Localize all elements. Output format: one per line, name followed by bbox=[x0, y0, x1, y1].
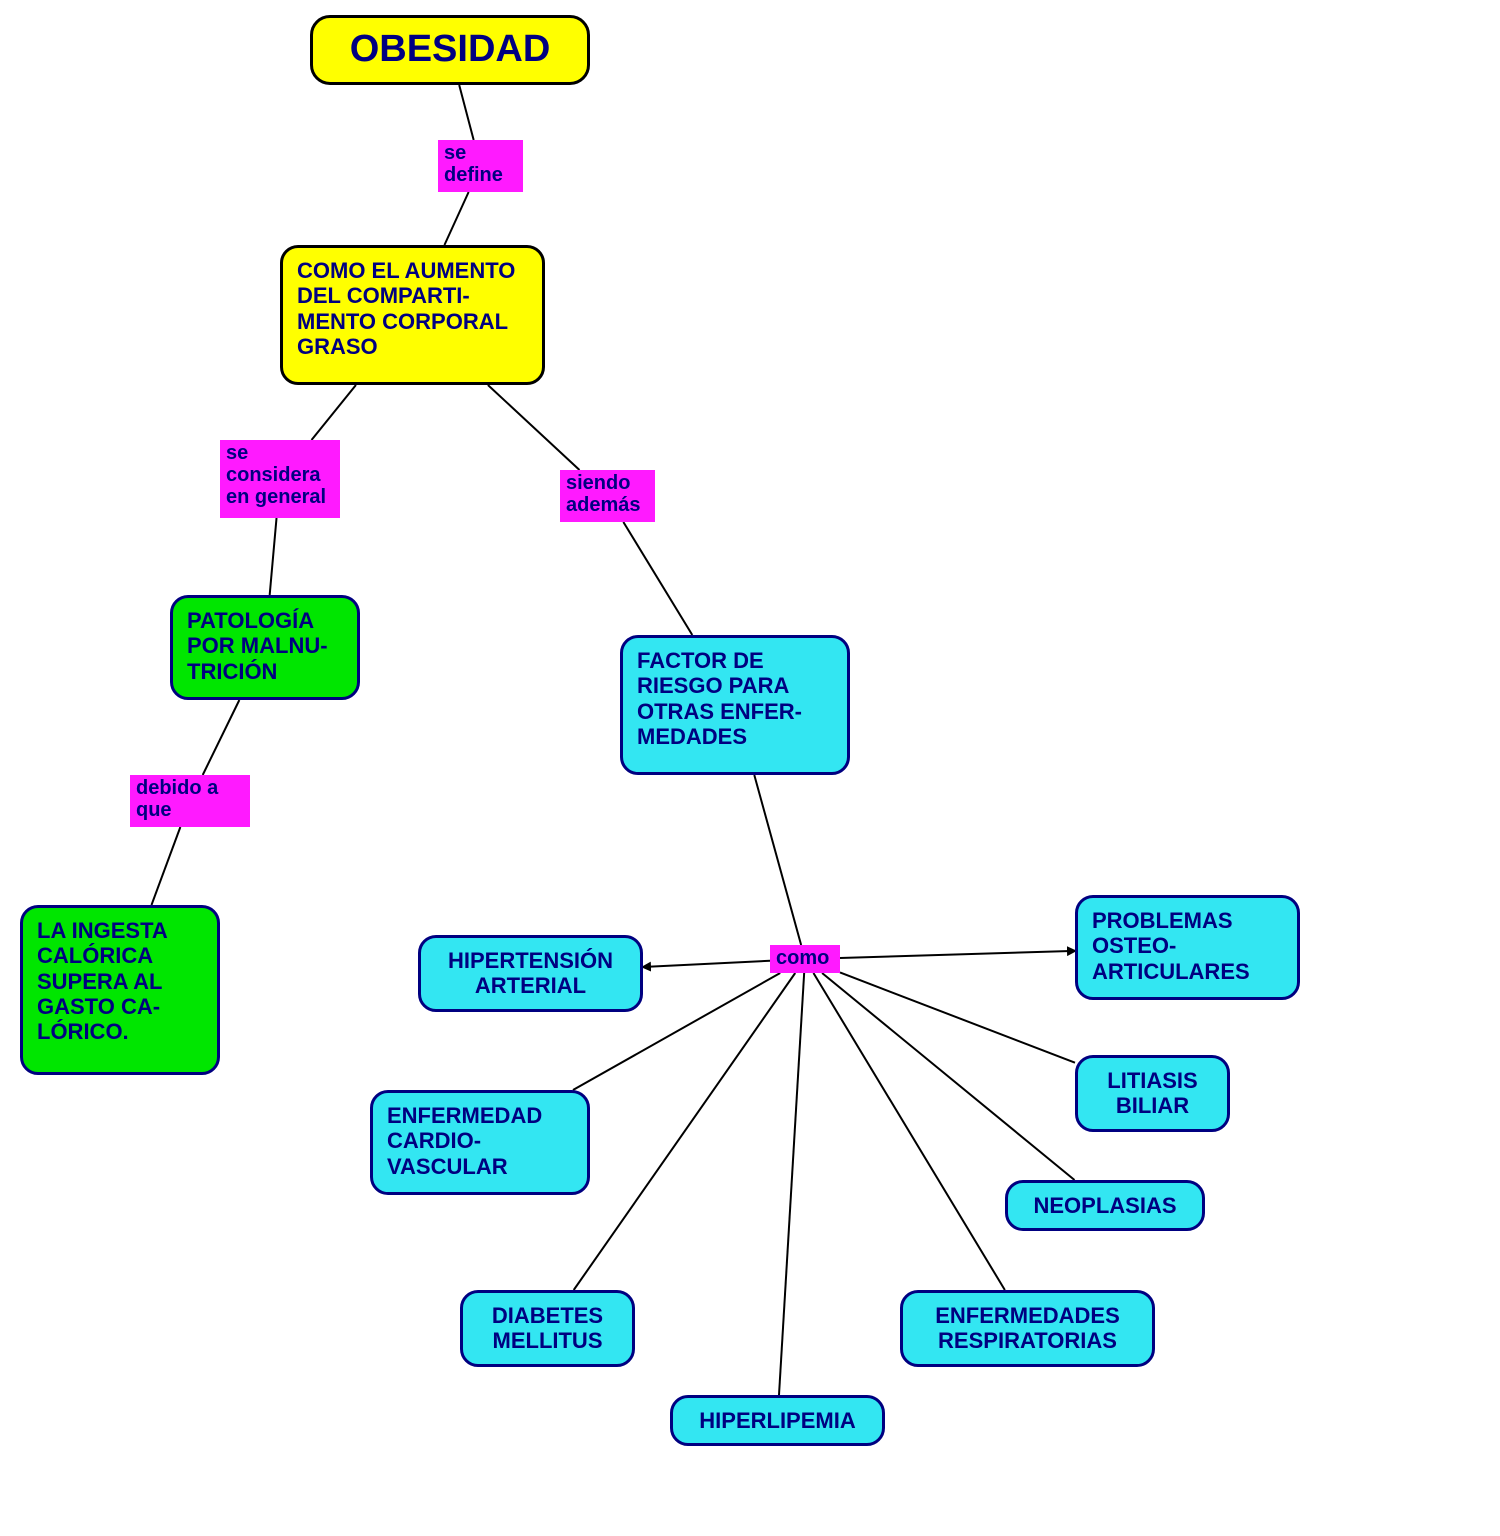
connector-se-define: se define bbox=[438, 140, 523, 192]
node-hipertension: HIPERTENSIÓN ARTERIAL bbox=[418, 935, 643, 1012]
node-respiratorias: ENFERMEDADES RESPIRATORIAS bbox=[900, 1290, 1155, 1367]
node-root: OBESIDAD bbox=[310, 15, 590, 85]
node-problemas: PROBLEMAS OSTEO-ARTICULARES bbox=[1075, 895, 1300, 1000]
connector-siendo: siendo además bbox=[560, 470, 655, 522]
node-factor: FACTOR DE RIESGO PARA OTRAS ENFER-MEDADE… bbox=[620, 635, 850, 775]
node-diabetes: DIABETES MELLITUS bbox=[460, 1290, 635, 1367]
concept-map-canvas: OBESIDAD COMO EL AUMENTO DEL COMPARTI-ME… bbox=[0, 0, 1500, 1536]
node-patologia: PATOLOGÍA POR MALNU-TRICIÓN bbox=[170, 595, 360, 700]
node-cardio: ENFERMEDAD CARDIO-VASCULAR bbox=[370, 1090, 590, 1195]
node-litiasis: LITIASIS BILIAR bbox=[1075, 1055, 1230, 1132]
node-hiperlipemia: HIPERLIPEMIA bbox=[670, 1395, 885, 1446]
node-definition: COMO EL AUMENTO DEL COMPARTI-MENTO CORPO… bbox=[280, 245, 545, 385]
node-neoplasias: NEOPLASIAS bbox=[1005, 1180, 1205, 1231]
connector-como: como bbox=[770, 945, 840, 973]
connector-se-considera: se considera en general bbox=[220, 440, 340, 518]
connector-debido-a: debido a que bbox=[130, 775, 250, 827]
node-ingesta: LA INGESTA CALÓRICA SUPERA AL GASTO CA-L… bbox=[20, 905, 220, 1075]
